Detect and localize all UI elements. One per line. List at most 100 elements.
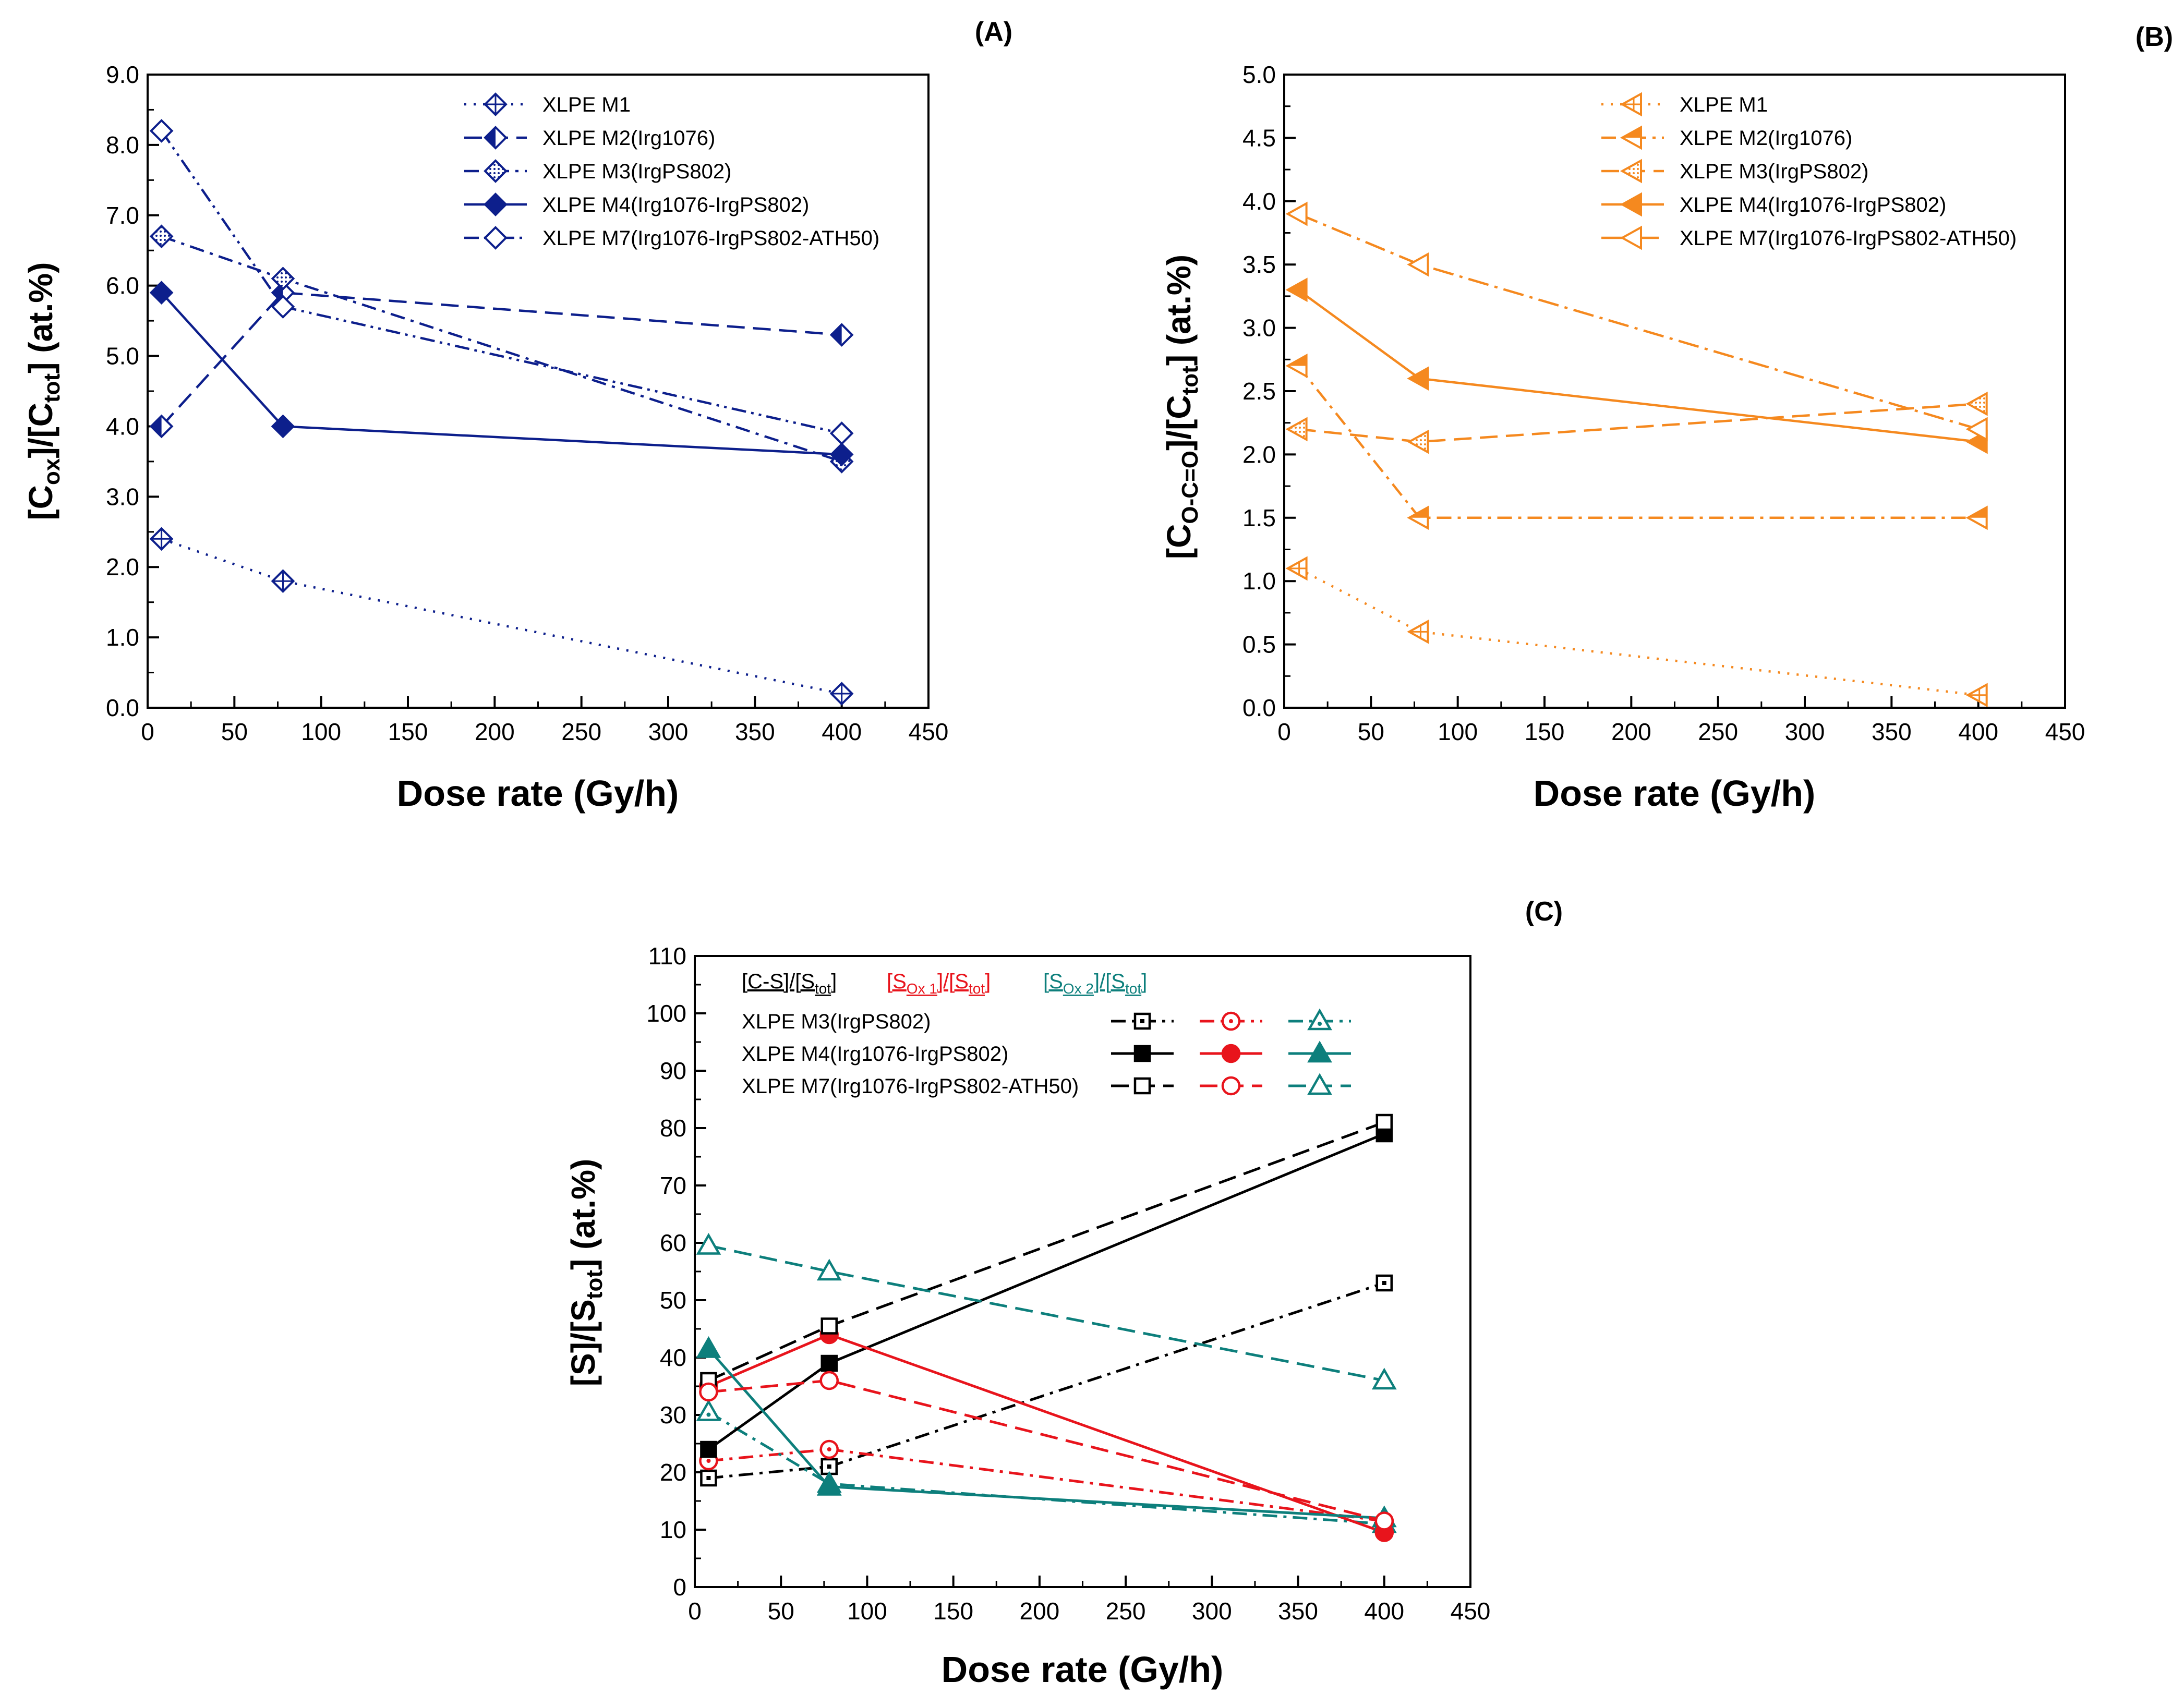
y-tick-label: 20 bbox=[660, 1459, 686, 1486]
legend-label: XLPE M3(IrgPS802) bbox=[542, 160, 731, 183]
x-tick-label: 100 bbox=[847, 1597, 887, 1625]
y-tick-label: 0.0 bbox=[1242, 694, 1276, 721]
data-point bbox=[1285, 277, 1308, 302]
y-tick-label: 0 bbox=[673, 1573, 686, 1601]
data-point bbox=[1965, 417, 1988, 442]
series-line-3 bbox=[161, 235, 842, 463]
legend-group-header: [SOx 2]/[Stot] bbox=[1043, 970, 1147, 997]
y-tick-label: 2.0 bbox=[1242, 441, 1276, 468]
x-tick-label: 250 bbox=[1698, 718, 1738, 745]
y-tick-label: 1.5 bbox=[1242, 504, 1276, 531]
data-point bbox=[149, 224, 174, 249]
x-tick-label: 0 bbox=[688, 1597, 702, 1625]
data-point bbox=[1407, 366, 1429, 391]
y-tick-label: 30 bbox=[660, 1401, 686, 1428]
y-tick-label: 90 bbox=[660, 1057, 686, 1084]
data-point bbox=[271, 295, 295, 319]
legend-group-header: [C-S]/[Stot] bbox=[742, 970, 837, 997]
x-tick-label: 200 bbox=[1611, 718, 1651, 745]
series-line-1-2 bbox=[708, 1448, 1385, 1522]
data-point bbox=[1965, 683, 1988, 708]
y-tick-label: 70 bbox=[660, 1172, 686, 1199]
legend-marker bbox=[1307, 1008, 1332, 1031]
x-tick-label: 250 bbox=[1106, 1597, 1146, 1625]
legend-label: XLPE M7(Irg1076-IrgPS802-ATH50) bbox=[542, 227, 879, 250]
x-tick-label: 150 bbox=[1525, 718, 1565, 745]
panel-b-plot-frame bbox=[1283, 74, 2066, 709]
data-point bbox=[820, 1458, 838, 1475]
legend-marker bbox=[1307, 1040, 1332, 1063]
legend-label: XLPE M1 bbox=[1680, 93, 1768, 116]
x-tick-label: 400 bbox=[1958, 718, 1998, 745]
data-point bbox=[149, 527, 174, 551]
x-tick-label: 300 bbox=[1785, 718, 1825, 745]
data-point bbox=[1371, 1367, 1397, 1390]
y-tick-label: 5.0 bbox=[106, 343, 139, 370]
panel-b-label: (B) bbox=[2135, 22, 2173, 52]
data-point bbox=[1407, 429, 1429, 454]
legend-sample-label: XLPE M3(IrgPS802) bbox=[742, 1010, 931, 1033]
x-tick-label: 100 bbox=[301, 718, 341, 745]
legend-marker bbox=[1133, 1077, 1151, 1095]
series-line-4 bbox=[1297, 288, 1978, 443]
y-tick-label: 1.0 bbox=[1242, 567, 1276, 595]
legend-marker bbox=[1221, 1011, 1241, 1031]
data-point bbox=[149, 119, 174, 143]
y-tick-label: 6.0 bbox=[106, 272, 139, 299]
y-tick-label: 7.0 bbox=[106, 202, 139, 229]
y-tick-label: 50 bbox=[660, 1287, 686, 1314]
data-point bbox=[829, 442, 854, 467]
panel-b-x-axis-title: Dose rate (Gy/h) bbox=[1534, 773, 1816, 814]
x-tick-label: 350 bbox=[735, 718, 775, 745]
series-line-1 bbox=[1297, 567, 1978, 696]
legend-group-header: [SOx 1]/[Stot] bbox=[887, 970, 991, 997]
x-tick-label: 150 bbox=[388, 718, 428, 745]
series-line-2-3 bbox=[707, 1348, 1384, 1520]
legend-label: XLPE M3(IrgPS802) bbox=[1680, 160, 1868, 183]
legend-marker bbox=[484, 159, 508, 183]
legend-label: XLPE M1 bbox=[542, 93, 631, 116]
data-point bbox=[696, 1336, 721, 1358]
data-point bbox=[816, 1473, 842, 1496]
y-tick-label: 10 bbox=[660, 1516, 686, 1543]
data-point bbox=[1285, 354, 1308, 378]
y-tick-label: 8.0 bbox=[106, 131, 139, 159]
x-tick-label: 200 bbox=[1020, 1597, 1060, 1625]
x-tick-label: 300 bbox=[1192, 1597, 1232, 1625]
x-tick-label: 350 bbox=[1872, 718, 1912, 745]
series-line-2-2 bbox=[708, 1333, 1385, 1534]
legend-marker bbox=[1221, 1076, 1241, 1096]
legend-label: XLPE M2(Irg1076) bbox=[1680, 127, 1852, 150]
legend-marker bbox=[1307, 1073, 1332, 1095]
data-point bbox=[829, 682, 854, 706]
series-line-2 bbox=[1297, 365, 1978, 519]
series-line-1-1 bbox=[708, 1281, 1385, 1480]
x-tick-label: 150 bbox=[933, 1597, 973, 1625]
x-tick-label: 0 bbox=[1277, 718, 1291, 745]
y-tick-label: 2.5 bbox=[1242, 378, 1276, 405]
data-point bbox=[1407, 619, 1429, 644]
legend-marker bbox=[484, 92, 508, 116]
data-point bbox=[1965, 505, 1988, 530]
panel-c-chart: (C) 0 50 100 150 200 250 300 350 400 450 0 10 20 30 40… bbox=[564, 897, 1563, 1690]
data-point bbox=[700, 1469, 717, 1487]
legend-label: XLPE M7(Irg1076-IrgPS802-ATH50) bbox=[1680, 227, 2017, 250]
y-tick-label: 4.0 bbox=[1242, 188, 1276, 215]
panel-a-legend: XLPE M1 XLPE M2(Irg1076) XLPE M3(IrgPS802)… bbox=[464, 92, 879, 250]
data-point bbox=[1285, 556, 1308, 581]
panel-c-x-axis-title: Dose rate (Gy/h) bbox=[942, 1649, 1224, 1690]
x-tick-label: 350 bbox=[1278, 1597, 1318, 1625]
data-point bbox=[1375, 1274, 1393, 1292]
legend-label: XLPE M2(Irg1076) bbox=[542, 127, 715, 150]
panel-b-chart: (B) 0 50 100 150 200 250 300 350 400 450 0.0 0.5 1.0… bbox=[1160, 22, 2173, 814]
x-tick-label: 450 bbox=[909, 718, 949, 745]
y-tick-label: 3.0 bbox=[106, 483, 139, 510]
x-tick-label: 50 bbox=[768, 1597, 794, 1625]
y-tick-label: 100 bbox=[646, 1000, 686, 1027]
data-point bbox=[271, 414, 295, 439]
x-tick-label: 50 bbox=[1358, 718, 1384, 745]
y-tick-label: 1.0 bbox=[106, 624, 139, 651]
data-point bbox=[149, 281, 174, 305]
x-tick-label: 200 bbox=[475, 718, 515, 745]
data-point bbox=[829, 323, 854, 347]
